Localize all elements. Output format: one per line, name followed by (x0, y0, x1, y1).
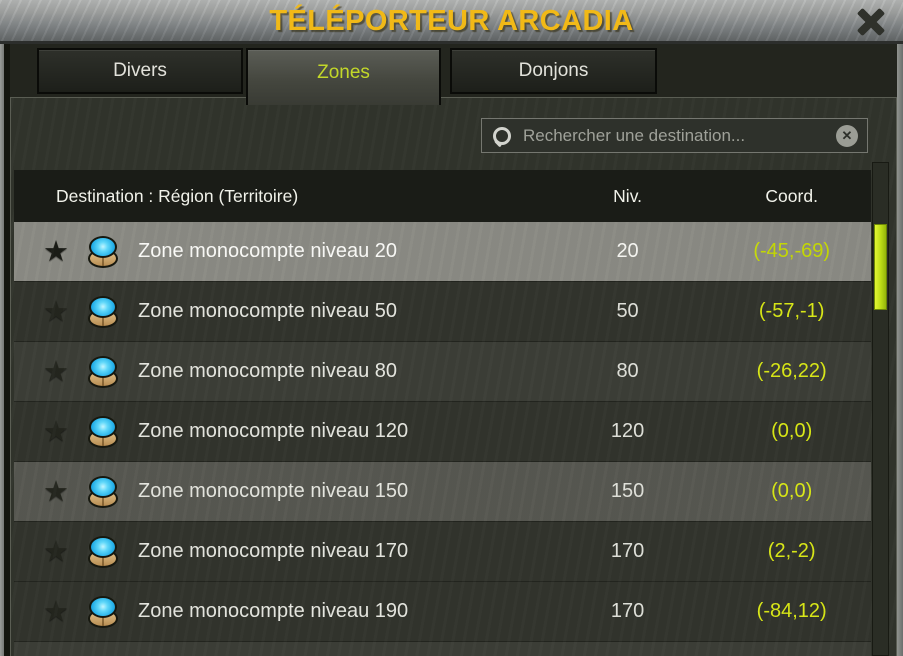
destination-label: Zone monocompte niveau 50 (138, 300, 398, 322)
destination-label: Zone monocompte niveau 170 (138, 540, 409, 562)
level-cell: 170 (610, 540, 645, 562)
destination-label: Zone monocompte niveau 80 (138, 360, 398, 382)
favorite-star-icon[interactable]: ★ (43, 235, 69, 268)
level-cell: 120 (610, 420, 645, 442)
zaap-icon (88, 415, 118, 448)
zaap-icon (88, 595, 118, 628)
destination-cell: ★ Zone monocompte niveau 120 (14, 415, 543, 448)
level-cell: 50 (616, 300, 639, 322)
favorite-star-icon[interactable]: ★ (43, 475, 69, 508)
scrollbar-thumb[interactable] (874, 224, 887, 310)
table-row[interactable]: ★ Zone monocompte niveau 170 170 (2,-2) (14, 522, 871, 582)
zaap-icon (88, 355, 118, 388)
destination-cell: ★ Zone monocompte niveau 80 (14, 355, 543, 388)
coord-cell: (-84,12) (756, 600, 827, 622)
search-box: ✕ (481, 118, 868, 153)
coord-cell: (-45,-69) (753, 240, 831, 262)
search-input[interactable] (523, 119, 836, 152)
header-level: Niv. (613, 185, 643, 206)
destination-label: Zone monocompte niveau 20 (138, 240, 398, 262)
scrollbar-track[interactable] (872, 162, 889, 656)
coord-cell: (0,0) (771, 480, 813, 502)
destination-cell: ★ Zone monocompte niveau 190 (14, 595, 543, 628)
zaap-icon (88, 295, 118, 328)
coord-cell: (0,0) (771, 420, 813, 442)
header-destination: Destination : Région (Territoire) (56, 185, 299, 206)
coord-cell: (-57,-1) (758, 300, 825, 322)
search-row: ✕ (11, 98, 896, 170)
destination-cell: ★ Zone monocompte niveau 170 (14, 535, 543, 568)
zaap-icon (88, 535, 118, 568)
table-row[interactable]: ★ Zone monocompte niveau 150 150 (0,0) (14, 462, 871, 522)
zaap-icon (88, 475, 118, 508)
title-bar: TÉLÉPORTEUR ARCADIA (0, 0, 903, 44)
tab-donjons[interactable]: Donjons (450, 48, 657, 94)
content-panel: ✕ Destination : Région (Territoire) Niv.… (10, 97, 897, 656)
header-coord: Coord. (765, 185, 818, 206)
favorite-star-icon[interactable]: ★ (43, 415, 69, 448)
level-cell: 170 (610, 600, 645, 622)
destination-cell: ★ Zone monocompte niveau 150 (14, 475, 543, 508)
tab-divers[interactable]: Divers (37, 48, 243, 94)
coord-cell: (2,-2) (767, 540, 816, 562)
favorite-star-icon[interactable]: ★ (43, 535, 69, 568)
table-row[interactable]: ★ Zone monocompte niveau 190 170 (-84,12… (14, 582, 871, 642)
search-icon (493, 127, 511, 145)
level-cell: 20 (616, 240, 639, 262)
table-row[interactable]: ★ Zone monocompte niveau 50 50 (-57,-1) (14, 282, 871, 342)
destination-label: Zone monocompte niveau 120 (138, 420, 409, 442)
table-row[interactable]: ★ Zone monocompte niveau 80 80 (-26,22) (14, 342, 871, 402)
window-frame-right (897, 44, 903, 656)
coord-cell: (-26,22) (756, 360, 827, 382)
close-icon[interactable] (852, 3, 890, 41)
table-row[interactable]: ★ Zone monocompte niveau 120 120 (0,0) (14, 402, 871, 462)
window-title: TÉLÉPORTEUR ARCADIA (269, 5, 634, 37)
favorite-star-icon[interactable]: ★ (43, 595, 69, 628)
destination-label: Zone monocompte niveau 150 (138, 480, 409, 502)
level-cell: 150 (610, 480, 645, 502)
window-frame-left-inner (4, 44, 10, 656)
table-row[interactable]: ★ Zone monocompte niveau 20 20 (-45,-69) (14, 222, 871, 282)
window-frame-left (0, 44, 4, 656)
level-cell: 80 (616, 360, 639, 382)
clear-search-icon[interactable]: ✕ (836, 124, 858, 147)
favorite-star-icon[interactable]: ★ (43, 295, 69, 328)
destination-label: Zone monocompte niveau 190 (138, 600, 409, 622)
destination-cell: ★ Zone monocompte niveau 20 (14, 235, 543, 268)
tab-bar: Divers Zones Donjons (37, 48, 657, 106)
zaap-icon (88, 235, 118, 268)
table-body: ★ Zone monocompte niveau 20 20 (-45,-69)… (14, 222, 871, 642)
destination-cell: ★ Zone monocompte niveau 50 (14, 295, 543, 328)
favorite-star-icon[interactable]: ★ (43, 355, 69, 388)
tab-zones[interactable]: Zones (246, 48, 441, 105)
table-header: Destination : Région (Territoire) Niv. C… (14, 170, 871, 222)
table-row-partial[interactable] (14, 642, 871, 656)
